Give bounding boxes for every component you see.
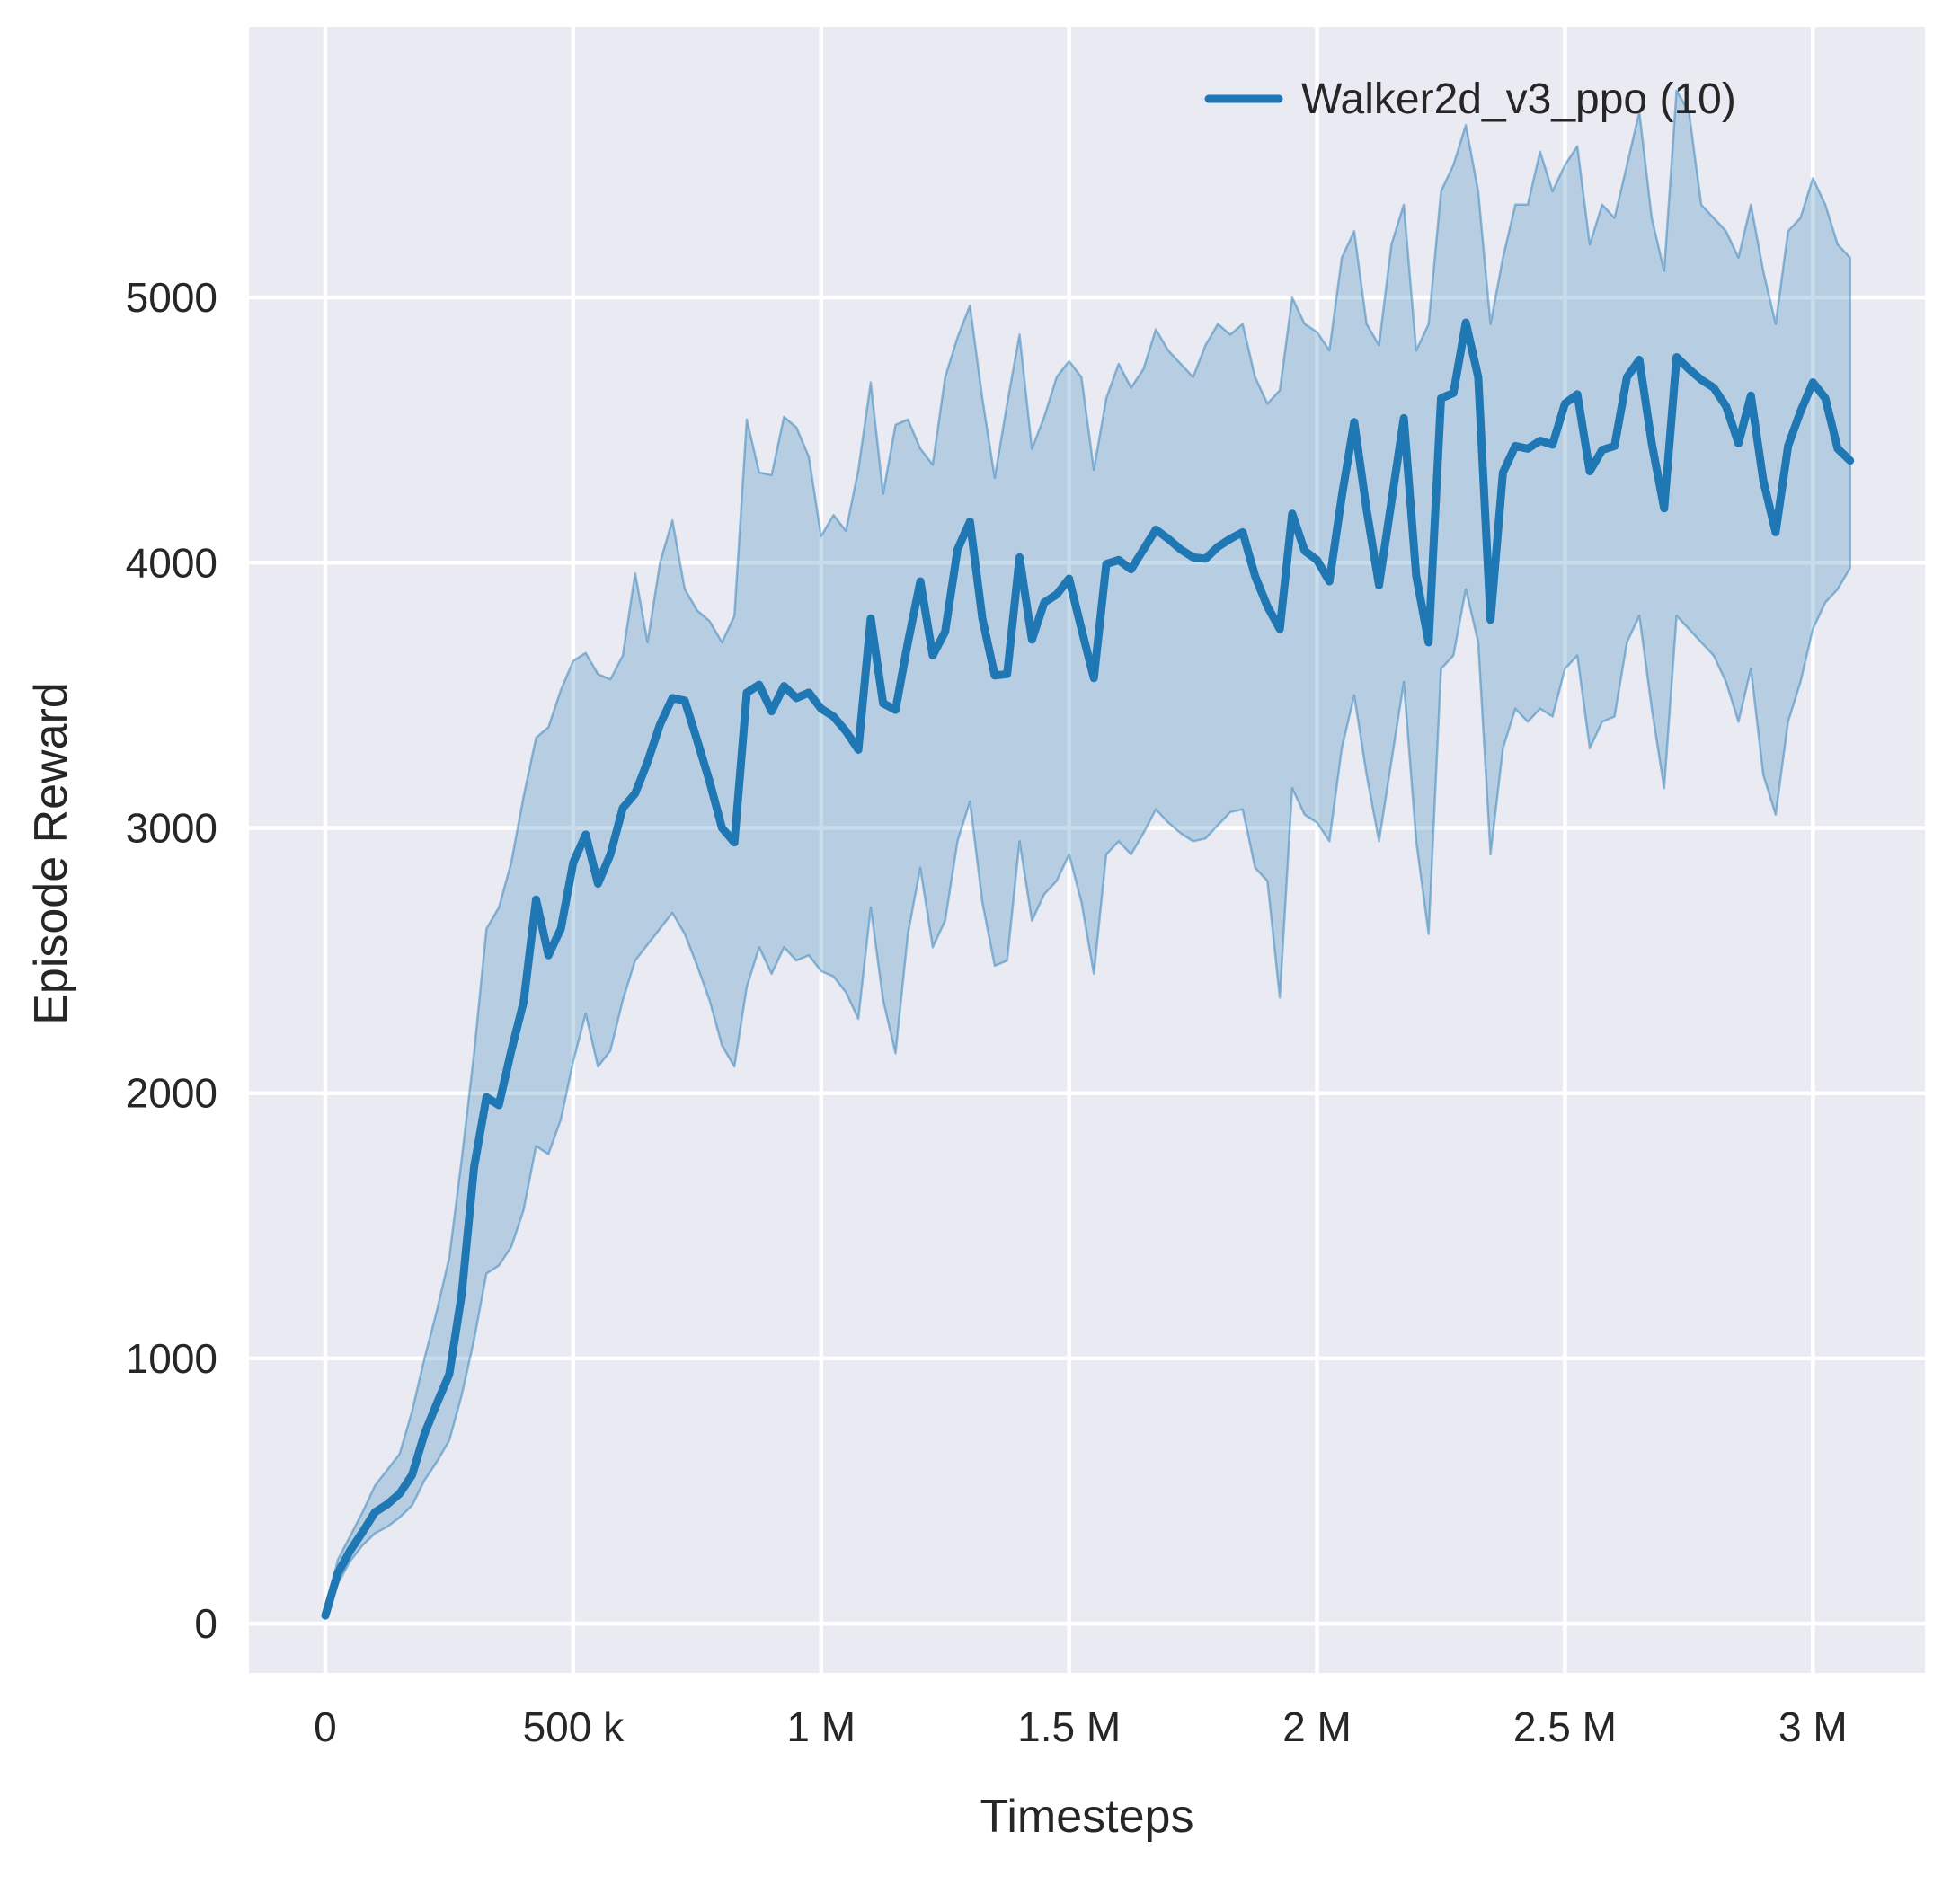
x-tick-label: 2.5 M (1513, 1704, 1617, 1750)
confidence-band (324, 89, 1851, 1620)
x-tick-label: 2 M (1282, 1704, 1352, 1750)
plot-area (249, 27, 1925, 1673)
y-tick-label: 3000 (126, 804, 217, 851)
y-tick-label: 5000 (126, 274, 217, 321)
legend-label: Walker2d_v3_ppo (10) (1301, 75, 1736, 123)
y-tick-label: 4000 (126, 539, 217, 586)
y-tick-label: 2000 (126, 1070, 217, 1117)
x-tick-label: 3 M (1778, 1704, 1848, 1750)
mean-line (321, 318, 1855, 1620)
x-tick-label: 1 M (786, 1704, 856, 1750)
y-tick-label: 1000 (126, 1335, 217, 1382)
y-tick-label: 0 (194, 1600, 217, 1647)
x-tick-label: 0 (314, 1704, 337, 1750)
x-axis-label: Timesteps (980, 1791, 1194, 1843)
y-axis-label: Episode Reward (25, 682, 77, 1025)
x-tick-label: 500 k (523, 1704, 625, 1750)
x-tick-label: 1.5 M (1017, 1704, 1121, 1750)
